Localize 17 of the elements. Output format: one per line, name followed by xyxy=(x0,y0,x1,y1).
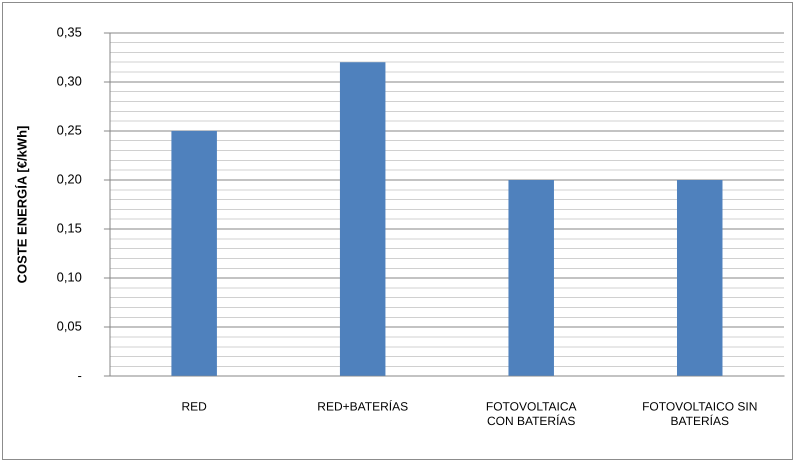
y-tick-label: 0,10 xyxy=(56,270,82,285)
x-tick-label: RED xyxy=(181,400,208,414)
y-tick-label: 0,15 xyxy=(56,220,82,236)
y-tick-label: 0,20 xyxy=(56,172,82,187)
bar xyxy=(171,130,217,376)
x-tick-label: FOTOVOLTAICO SIN BATERÍAS xyxy=(642,400,758,428)
y-axis-title: COSTE ENERGÍA [€/kWh] xyxy=(14,126,30,284)
x-tick-label: RED+BATERÍAS xyxy=(317,400,408,414)
y-tick-label: 0,25 xyxy=(56,122,82,138)
y-tick-label: 0,30 xyxy=(56,73,82,88)
x-tick-label: FOTOVOLTAICA CON BATERÍAS xyxy=(486,400,577,428)
y-tick-label: 0,35 xyxy=(56,24,82,40)
bar xyxy=(340,62,386,376)
y-tick-label: - xyxy=(78,368,82,383)
y-tick-label: 0,05 xyxy=(56,318,82,334)
bar xyxy=(676,180,722,376)
bar xyxy=(508,180,554,376)
